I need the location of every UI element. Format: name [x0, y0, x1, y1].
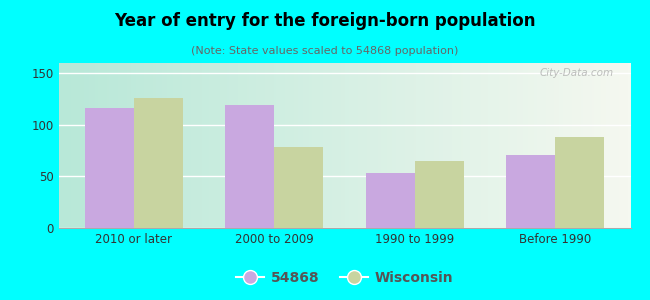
- Text: City-Data.com: City-Data.com: [540, 68, 614, 78]
- Bar: [134, 98, 183, 228]
- Bar: [555, 137, 605, 228]
- Bar: [225, 105, 274, 228]
- Bar: [415, 161, 464, 228]
- Text: Year of entry for the foreign-born population: Year of entry for the foreign-born popul…: [114, 12, 536, 30]
- Bar: [506, 155, 555, 228]
- Legend: 54868, Wisconsin: 54868, Wisconsin: [230, 265, 459, 290]
- Bar: [365, 173, 415, 228]
- Bar: [274, 146, 324, 228]
- Bar: [84, 108, 134, 228]
- Text: (Note: State values scaled to 54868 population): (Note: State values scaled to 54868 popu…: [191, 46, 459, 56]
